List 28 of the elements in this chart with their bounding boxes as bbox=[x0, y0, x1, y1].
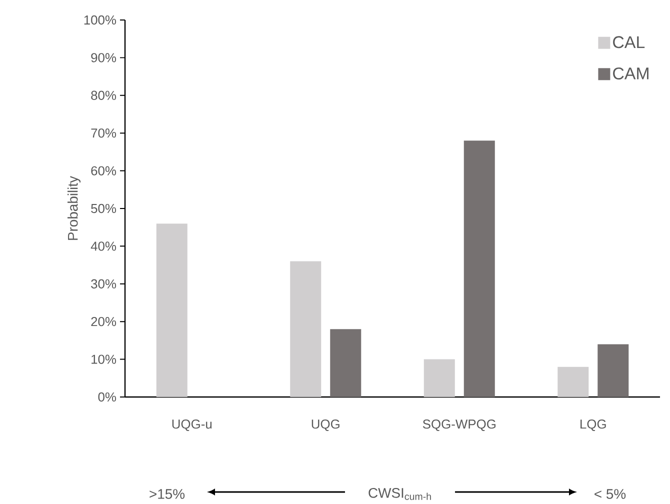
text: < 5% bbox=[594, 489, 626, 499]
x-tick-label: LQG bbox=[580, 420, 606, 431]
bar bbox=[558, 366, 589, 397]
y-tick-label: 20% bbox=[91, 317, 116, 326]
x-tick-label: UQG-u bbox=[172, 420, 212, 431]
y-tick-label: 30% bbox=[91, 279, 116, 288]
bar bbox=[156, 224, 188, 397]
y-tick-label: 80% bbox=[91, 90, 116, 100]
x-tick-label: SQG-WPQG bbox=[422, 420, 496, 431]
text: >15% bbox=[150, 489, 185, 499]
bar bbox=[598, 344, 629, 397]
text: CWSI$_{cum-h}$ bbox=[368, 488, 431, 500]
legend-label: CAM bbox=[613, 67, 648, 80]
y-tick-label: 60% bbox=[91, 166, 116, 176]
y-axis-title: Probability bbox=[68, 176, 81, 240]
bar bbox=[290, 261, 322, 397]
y-tick-label: 0% bbox=[98, 392, 116, 402]
y-tick-label: 70% bbox=[91, 128, 116, 138]
y-tick-label: 90% bbox=[91, 53, 116, 62]
legend-label: CAL bbox=[613, 36, 645, 48]
y-tick-label: 10% bbox=[92, 354, 116, 364]
bar bbox=[464, 140, 495, 397]
y-tick-label: 40% bbox=[90, 242, 116, 251]
y-tick-label: 50% bbox=[91, 204, 116, 214]
bar bbox=[330, 329, 362, 397]
bar bbox=[424, 359, 455, 397]
x-tick-label: UQG bbox=[312, 420, 340, 431]
y-tick-label: 100% bbox=[84, 15, 116, 25]
